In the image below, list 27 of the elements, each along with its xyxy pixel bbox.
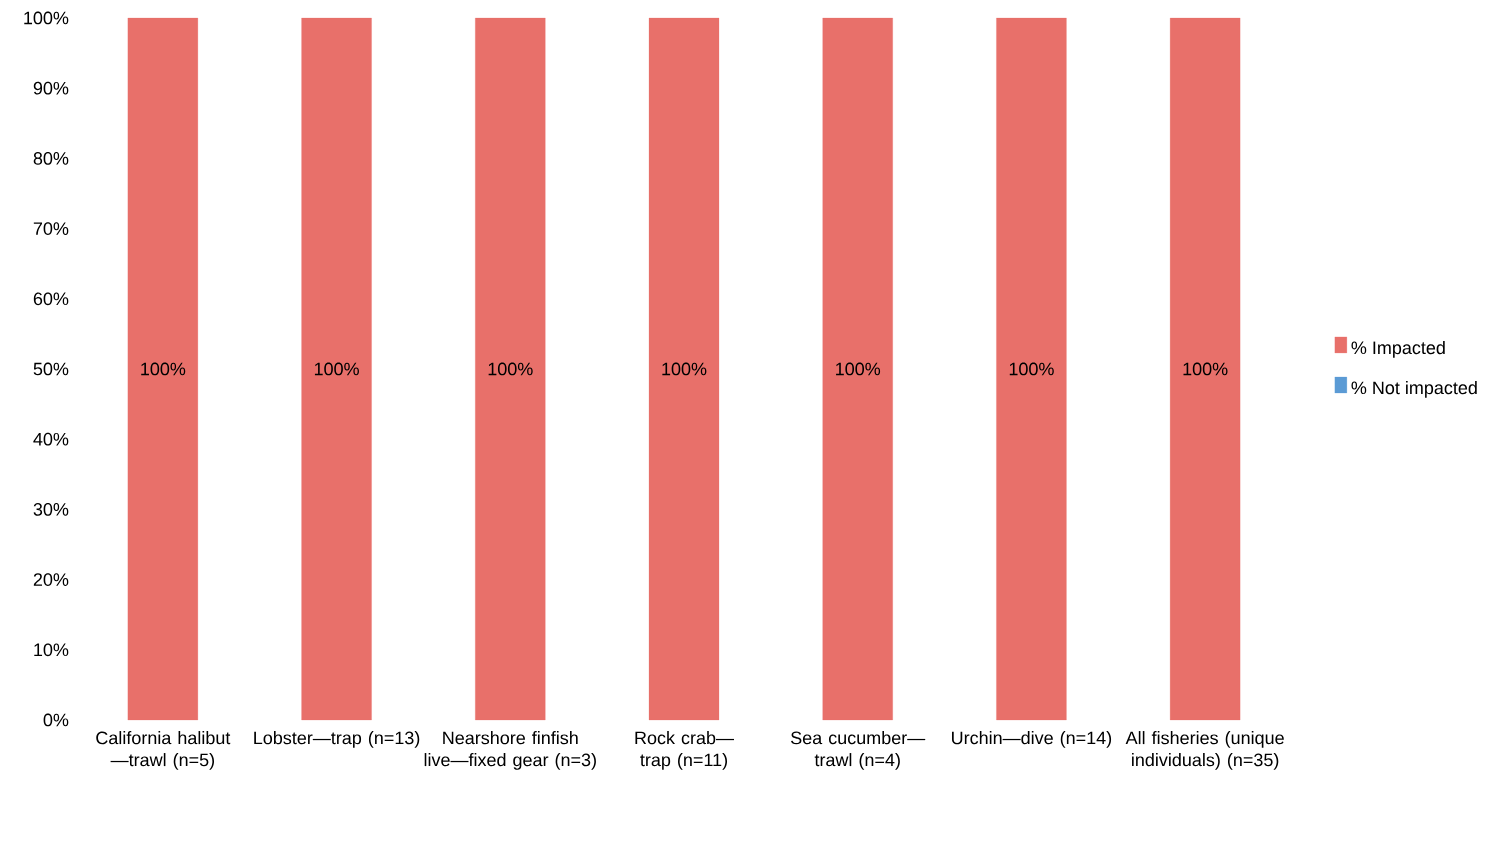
y-tick-label: 30% [33,503,69,516]
data-label: 100% [314,362,359,376]
x-tick-label: Sea cucumber— trawl (n=4) [791,731,926,770]
y-tick-label: 60% [33,292,69,306]
y-tick-label: 10% [34,643,69,657]
y-tick-label: 20% [33,573,69,586]
y-tick-label: 50% [33,362,69,376]
data-label: 100% [662,362,707,376]
legend-label: % Impacted [1351,340,1445,358]
data-label: 100% [836,362,881,376]
legend-label: % Not impacted [1351,380,1477,398]
x-tick-label: Lobster—trap (n=13) [254,731,420,748]
x-tick-label: All fisheries (unique individuals) (n=35) [1125,731,1284,770]
y-tick-label: 80% [33,152,69,165]
y-tick-label: 70% [33,222,69,235]
data-label: 100% [141,362,186,376]
data-label: 100% [1183,362,1228,376]
x-tick-label: Nearshore finfish live—fixed gear (n=3) [424,731,596,770]
y-tick-label: 90% [33,81,69,95]
y-tick-label: 40% [33,432,69,446]
data-label: 100% [488,362,533,376]
x-tick-label: California halibut —trawl (n=5) [96,731,231,770]
x-tick-label: Rock crab—trap (n=11) [635,731,734,770]
y-tick-label: 0% [43,713,69,727]
x-tick-label: Urchin—dive (n=14) [952,731,1112,748]
y-tick-label: 100% [24,11,69,25]
data-label: 100% [1009,362,1054,376]
